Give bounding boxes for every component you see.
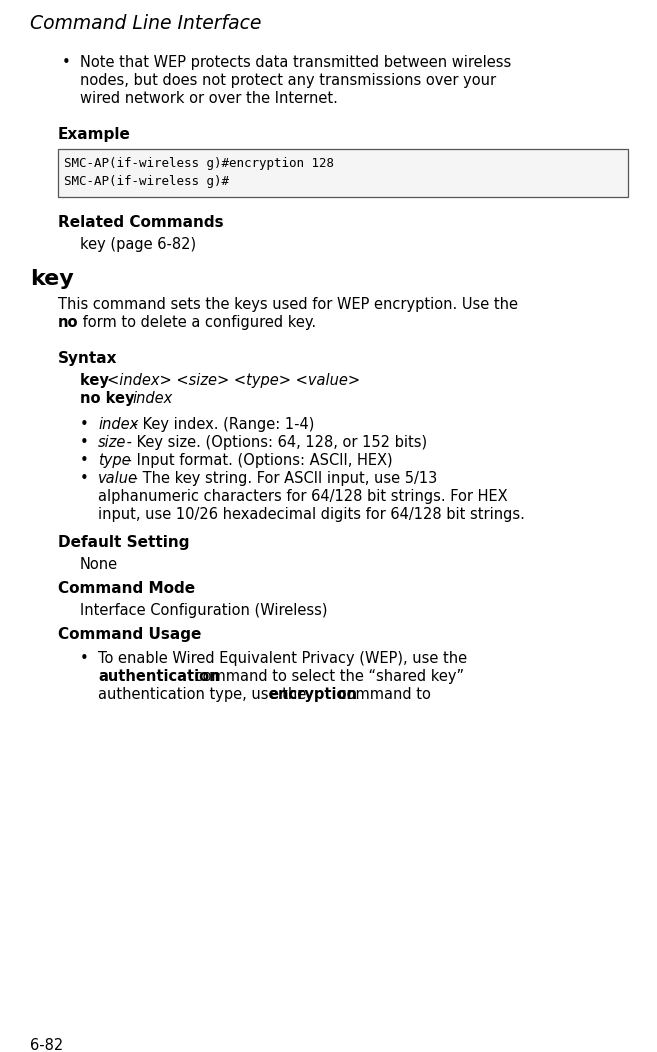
Text: Command Mode: Command Mode [58, 581, 195, 596]
Text: •: • [80, 434, 89, 450]
FancyBboxPatch shape [58, 149, 628, 197]
Text: value: value [98, 471, 138, 486]
Text: command to: command to [334, 687, 431, 702]
Text: SMC-AP(if-wireless g)#: SMC-AP(if-wireless g)# [64, 175, 229, 188]
Text: index: index [98, 417, 138, 432]
Text: no key: no key [80, 391, 140, 406]
Text: Interface Configuration (Wireless): Interface Configuration (Wireless) [80, 603, 327, 618]
Text: Command Usage: Command Usage [58, 627, 202, 642]
Text: input, use 10/26 hexadecimal digits for 64/128 bit strings.: input, use 10/26 hexadecimal digits for … [98, 507, 525, 522]
Text: encryption: encryption [269, 687, 357, 702]
Text: alphanumeric characters for 64/128 bit strings. For HEX: alphanumeric characters for 64/128 bit s… [98, 489, 508, 504]
Text: key: key [80, 373, 114, 388]
Text: - Input format. (Options: ASCII, HEX): - Input format. (Options: ASCII, HEX) [122, 453, 393, 468]
Text: <index> <size> <type> <value>: <index> <size> <type> <value> [107, 373, 360, 388]
Text: Command Line Interface: Command Line Interface [30, 14, 261, 33]
Text: 6-82: 6-82 [30, 1038, 63, 1052]
Text: •: • [80, 651, 89, 666]
Text: authentication: authentication [98, 669, 219, 684]
Text: wired network or over the Internet.: wired network or over the Internet. [80, 92, 338, 106]
Text: Example: Example [58, 127, 131, 142]
Text: To enable Wired Equivalent Privacy (WEP), use the: To enable Wired Equivalent Privacy (WEP)… [98, 651, 467, 666]
Text: •: • [80, 417, 89, 432]
Text: index: index [132, 391, 172, 406]
Text: size: size [98, 434, 126, 450]
Text: •: • [62, 55, 71, 70]
Text: command to select the “shared key”: command to select the “shared key” [190, 669, 464, 684]
Text: no: no [58, 315, 78, 330]
Text: Related Commands: Related Commands [58, 215, 223, 230]
Text: None: None [80, 557, 118, 572]
Text: - Key index. (Range: 1-4): - Key index. (Range: 1-4) [129, 417, 315, 432]
Text: Syntax: Syntax [58, 351, 118, 366]
Text: - The key string. For ASCII input, use 5/13: - The key string. For ASCII input, use 5… [129, 471, 438, 486]
Text: key: key [30, 269, 74, 289]
Text: •: • [80, 453, 89, 468]
Text: SMC-AP(if-wireless g)#encryption 128: SMC-AP(if-wireless g)#encryption 128 [64, 157, 334, 170]
Text: Note that WEP protects data transmitted between wireless: Note that WEP protects data transmitted … [80, 55, 511, 70]
Text: - Key size. (Options: 64, 128, or 152 bits): - Key size. (Options: 64, 128, or 152 bi… [122, 434, 428, 450]
Text: Default Setting: Default Setting [58, 535, 189, 550]
Text: nodes, but does not protect any transmissions over your: nodes, but does not protect any transmis… [80, 73, 496, 88]
Text: •: • [80, 471, 89, 486]
Text: authentication type, use the: authentication type, use the [98, 687, 311, 702]
Text: key (page 6-82): key (page 6-82) [80, 237, 196, 252]
Text: type: type [98, 453, 131, 468]
Text: form to delete a configured key.: form to delete a configured key. [78, 315, 316, 330]
Text: This command sets the keys used for WEP encryption. Use the: This command sets the keys used for WEP … [58, 297, 518, 312]
